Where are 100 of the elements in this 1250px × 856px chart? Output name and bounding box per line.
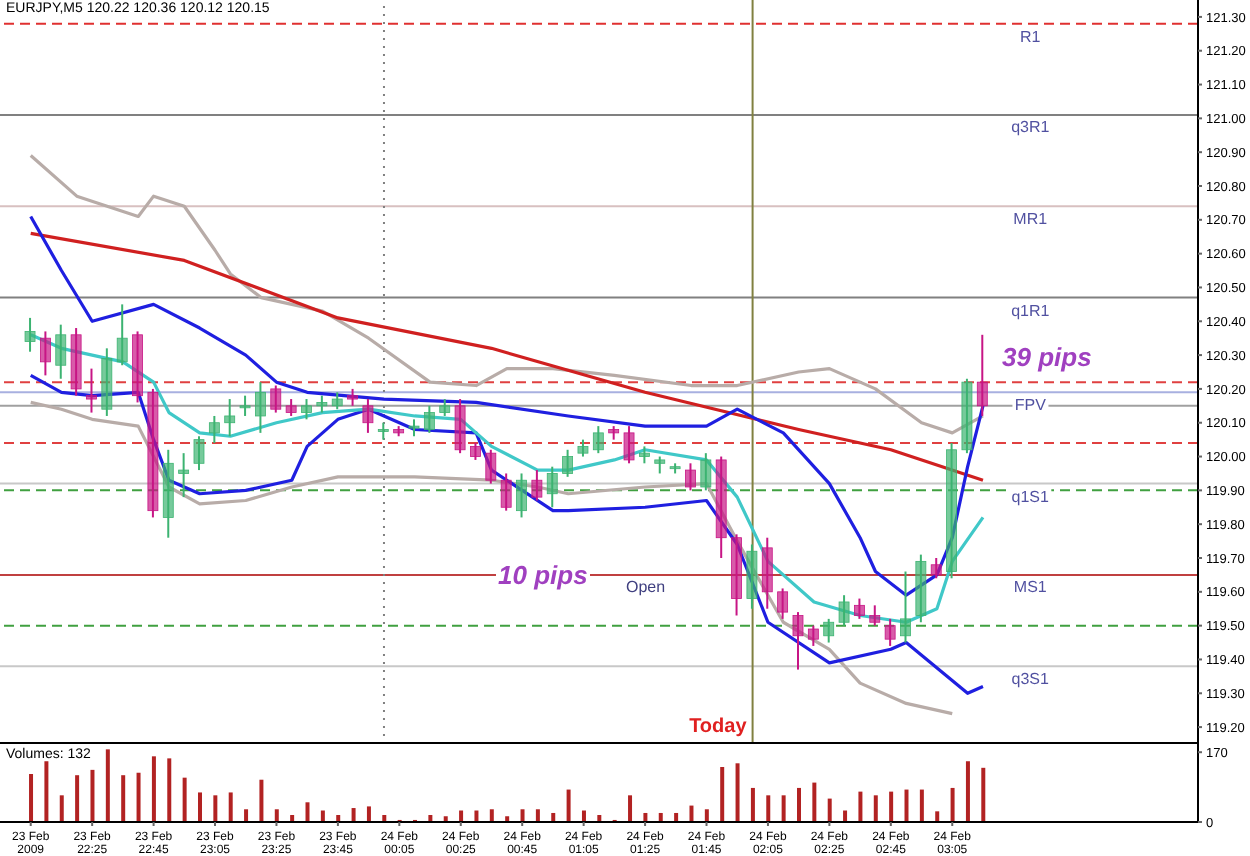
bar <box>904 789 909 822</box>
bar <box>781 795 786 822</box>
annotation: 39 pips <box>1000 342 1094 373</box>
candlestick <box>531 469 543 502</box>
bar <box>735 763 740 822</box>
bar <box>75 775 80 822</box>
candlestick <box>900 570 911 644</box>
bar <box>136 772 141 822</box>
candlestick <box>592 425 604 455</box>
bar <box>889 791 894 822</box>
bar <box>489 809 494 822</box>
candlestick <box>485 448 497 485</box>
candlestick <box>116 303 128 367</box>
candlestick <box>454 398 466 455</box>
ref-line-label: q1R1 <box>1009 301 1052 320</box>
candlestick <box>55 323 67 380</box>
candlestick <box>24 316 36 353</box>
bar <box>981 767 986 822</box>
bar <box>950 787 955 822</box>
bar <box>351 808 356 822</box>
bar <box>366 806 371 822</box>
bar <box>59 795 64 822</box>
bar <box>44 761 49 822</box>
bar <box>858 791 863 822</box>
bar <box>535 809 540 822</box>
candlestick <box>700 452 712 492</box>
candlestick <box>685 462 696 492</box>
candlestick <box>823 617 835 644</box>
candlestick <box>193 435 205 472</box>
candlestick <box>423 404 435 434</box>
candlestick <box>623 425 635 465</box>
ref-line-label: R1 <box>1018 27 1043 46</box>
candlestick <box>178 452 190 499</box>
candlestick <box>562 448 573 478</box>
candlestick <box>884 617 896 647</box>
line-series <box>29 231 985 482</box>
line-series <box>29 214 985 597</box>
bar <box>720 766 725 822</box>
bar <box>228 792 233 822</box>
bar <box>244 809 249 822</box>
candlestick <box>807 624 819 647</box>
bar <box>305 802 310 822</box>
ref-line-label: MS1 <box>1011 578 1049 597</box>
candlestick <box>869 604 881 627</box>
bar <box>766 795 771 822</box>
candlestick <box>86 367 97 414</box>
candlestick <box>40 330 51 377</box>
candlestick <box>777 587 789 620</box>
bar <box>29 773 34 822</box>
annotation: 10 pips <box>496 560 590 591</box>
bar <box>873 795 878 822</box>
candlestick <box>255 381 266 434</box>
candlestick <box>930 557 942 580</box>
bar <box>213 795 218 822</box>
bar <box>935 811 940 822</box>
bar <box>750 787 755 822</box>
annotation: Open <box>624 578 668 598</box>
bar <box>167 758 172 822</box>
candlestick <box>546 465 558 509</box>
candlestick <box>208 414 220 445</box>
line-series <box>29 400 954 716</box>
bar <box>566 789 571 822</box>
bar <box>151 756 156 822</box>
bar <box>812 782 817 822</box>
candlestick <box>854 597 865 620</box>
candlestick <box>301 398 312 421</box>
ref-line-label: FPV <box>1012 396 1048 415</box>
candlestick <box>239 394 251 417</box>
bar <box>704 809 709 822</box>
ref-line-label: MR1 <box>1011 210 1050 229</box>
bar <box>105 749 110 822</box>
bar <box>520 809 525 822</box>
bar <box>965 761 970 822</box>
ref-line-label: q1S1 <box>1009 487 1051 506</box>
bar <box>121 775 126 822</box>
bar <box>90 769 95 822</box>
candlestick <box>362 398 374 434</box>
bar <box>796 787 801 822</box>
line-series <box>29 153 985 435</box>
candlestick <box>838 594 850 627</box>
candlestick <box>976 333 988 417</box>
bar <box>274 809 279 822</box>
candlestick <box>792 611 804 671</box>
line-series <box>29 373 985 695</box>
candlestick <box>224 398 236 438</box>
bar <box>182 777 187 822</box>
ref-line-label: Today <box>689 716 748 738</box>
bar <box>827 798 832 822</box>
bar <box>919 789 924 822</box>
candlestick <box>270 384 282 414</box>
candlestick <box>746 543 758 610</box>
bar <box>689 805 694 822</box>
candlestick <box>516 472 527 519</box>
ref-line-label: q3R1 <box>1009 118 1052 137</box>
bar <box>628 795 633 822</box>
bar <box>259 779 264 822</box>
bar <box>197 792 202 822</box>
candlestick <box>761 536 773 610</box>
candlestick <box>500 472 512 512</box>
ref-line-label: q3S1 <box>1009 670 1051 689</box>
